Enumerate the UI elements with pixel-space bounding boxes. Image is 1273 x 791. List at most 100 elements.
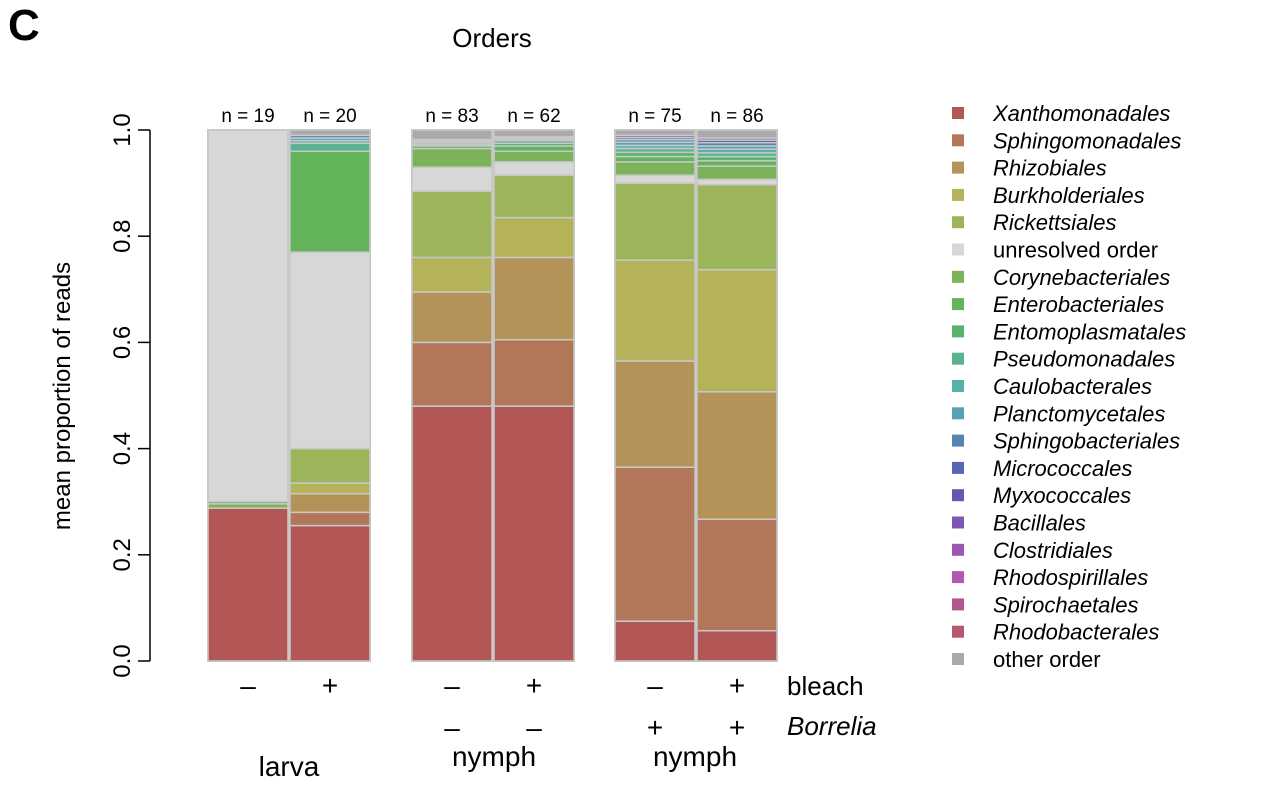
bar-4 [493, 129, 575, 662]
legend-item: Spirochaetales [952, 592, 1139, 617]
legend-label: Sphingobacteriales [993, 429, 1180, 454]
bar-segment [614, 360, 696, 468]
bar-segment [493, 145, 575, 152]
sample-size-labels: n = 19 n = 20 n = 83 n = 62 n = 75 n = 86 [221, 106, 763, 127]
bar-segment [493, 256, 575, 341]
n-label: n = 62 [507, 106, 560, 127]
legend-swatch [952, 352, 964, 365]
legend-item: other order [952, 647, 1101, 672]
legend-swatch [952, 516, 964, 529]
legend-item: Sphingobacteriales [952, 429, 1180, 454]
legend-swatch [952, 107, 964, 119]
bar-segment [696, 391, 778, 520]
bar-segment [289, 142, 371, 152]
legend-label: Burkholderiales [993, 183, 1145, 208]
bar-1 [207, 129, 289, 662]
bar-segment [696, 268, 778, 393]
y-tick-label: 0.2 [109, 538, 136, 571]
bar-segment [289, 511, 371, 527]
bleach-symbol: + [526, 670, 542, 701]
bar-segment [411, 147, 493, 168]
legend-item: Rhodobacterales [952, 620, 1159, 645]
bar-segment [614, 129, 696, 137]
legend-label: Pseudomonadales [993, 347, 1175, 372]
legend-item: Caulobacterales [952, 374, 1152, 399]
legend-swatch [952, 625, 964, 638]
legend-item: Rickettsiales [952, 210, 1116, 235]
x-axis-labels: – + – – + – – + + + bleach Borrelia larva nymph nymph [240, 670, 876, 782]
y-tick-label: 0.4 [109, 432, 136, 465]
legend-swatch [952, 270, 964, 283]
bar-segment [696, 160, 778, 167]
legend-swatch [952, 216, 964, 229]
bar-segment [614, 161, 696, 176]
legend-item: Myxococcales [952, 483, 1131, 508]
bar-segment [207, 500, 289, 505]
legend-item: Rhizobiales [952, 156, 1107, 181]
y-tick-label: 0.0 [109, 644, 136, 677]
bar-2 [289, 129, 371, 662]
borrelia-symbol: – [444, 712, 460, 743]
panel-letter: C [8, 1, 40, 50]
legend-item: Bacillales [952, 511, 1086, 536]
bar-segment [289, 492, 371, 514]
legend-label: Clostridiales [993, 538, 1113, 563]
bleach-row-label: bleach [787, 671, 864, 701]
bar-segment [289, 251, 371, 450]
legend-label: Planctomycetales [993, 401, 1165, 426]
bar-segment [696, 518, 778, 632]
legend-label: Entomoplasmatales [993, 319, 1186, 344]
chart-title: Orders [452, 23, 531, 53]
bar-segment [411, 190, 493, 259]
legend-item: Clostridiales [952, 538, 1113, 563]
legend-label: Xanthomonadales [992, 101, 1170, 126]
bar-segment [614, 466, 696, 622]
group-label: larva [259, 751, 320, 782]
legend-item: Entomoplasmatales [952, 319, 1186, 344]
bar-segment [696, 178, 778, 186]
legend-label: Rickettsiales [993, 210, 1116, 235]
bleach-symbol: + [322, 670, 338, 701]
legend-item: Burkholderiales [952, 183, 1145, 208]
y-tick-label: 0.8 [109, 220, 136, 253]
bar-segment [289, 129, 371, 137]
legend-label: Caulobacterales [993, 374, 1152, 399]
bar-segment [207, 507, 289, 662]
legend-swatch [952, 407, 964, 420]
legend-item: Pseudomonadales [952, 347, 1175, 372]
bar-segment [289, 447, 371, 484]
bar-segment [411, 405, 493, 662]
n-label: n = 20 [303, 106, 356, 127]
y-tick-label: 1.0 [109, 113, 136, 146]
legend-label: Bacillales [993, 511, 1086, 536]
legend-swatch [952, 461, 964, 474]
bar-segment [614, 155, 696, 163]
legend-swatch [952, 161, 964, 174]
bar-segment [696, 165, 778, 181]
borrelia-row-label: Borrelia [787, 711, 877, 741]
bar-segment [493, 405, 575, 662]
legend-label: unresolved order [993, 238, 1158, 263]
bar-6 [696, 129, 778, 662]
n-label: n = 75 [628, 106, 681, 127]
borrelia-symbol: – [526, 712, 542, 743]
y-tick-label: 0.6 [109, 326, 136, 359]
y-axis: 0.0 0.2 0.4 0.6 0.8 1.0 [109, 113, 151, 678]
legend-item: Enterobacteriales [952, 292, 1164, 317]
bar-segment [614, 620, 696, 662]
bar-segment [614, 182, 696, 261]
legend-item: Micrococcales [952, 456, 1132, 481]
legend-label: Micrococcales [993, 456, 1132, 481]
y-axis-label: mean proportion of reads [49, 262, 76, 530]
legend-label: Rhodobacterales [993, 620, 1159, 645]
bar-segment [493, 150, 575, 163]
stacked-bars [207, 129, 778, 662]
legend-swatch [952, 434, 964, 447]
bar-5 [614, 129, 696, 662]
legend-label: Rhodospirillales [993, 565, 1148, 590]
group-label: nymph [452, 741, 536, 772]
legend-item: Sphingomonadales [952, 128, 1181, 153]
bar-segment [411, 256, 493, 293]
legend-label: other order [993, 647, 1101, 672]
